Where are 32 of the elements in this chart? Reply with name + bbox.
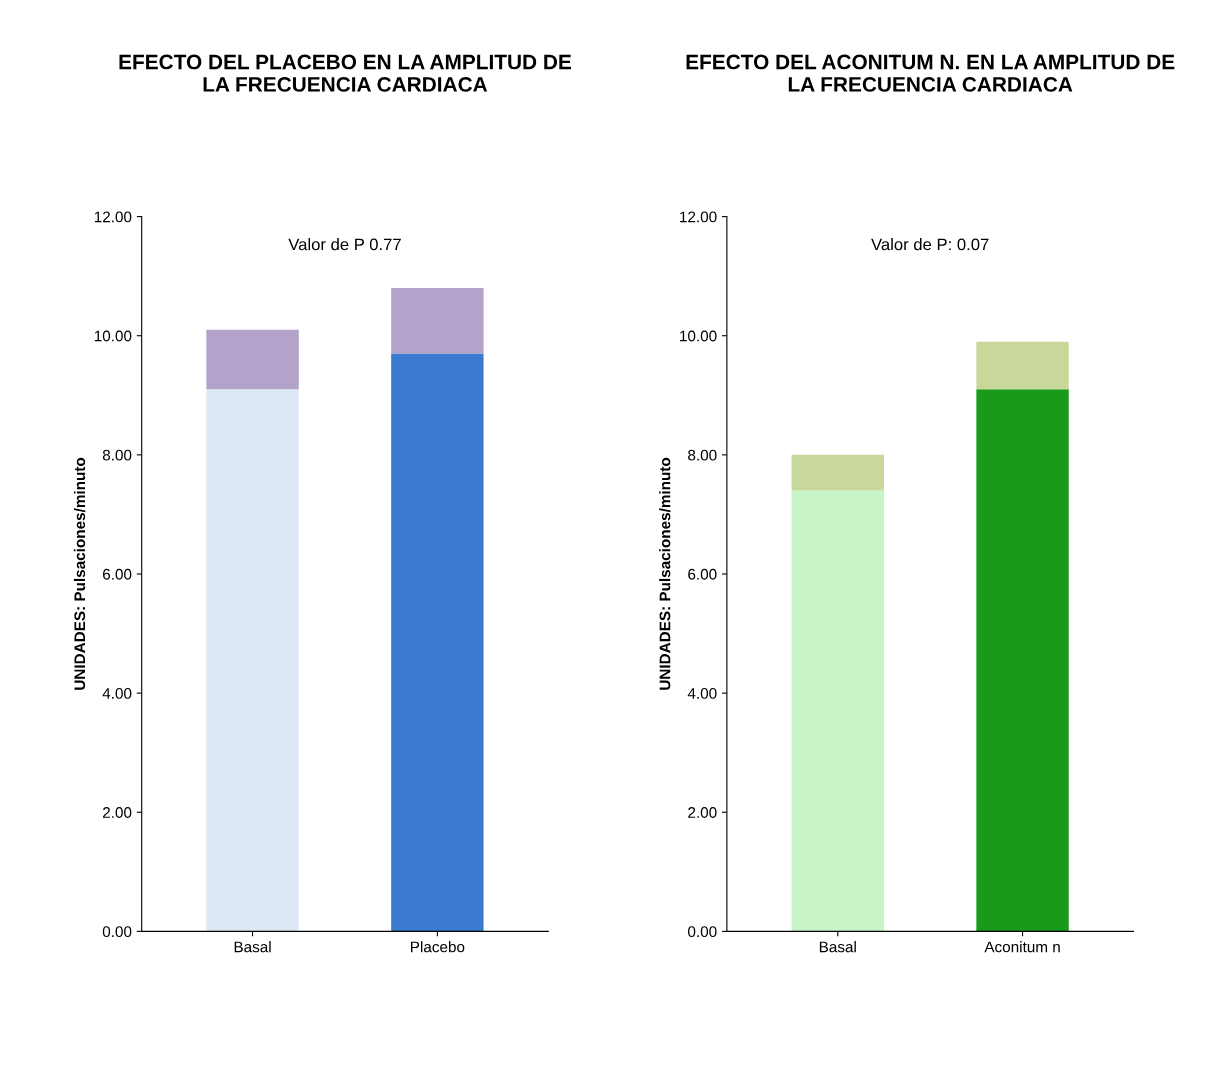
bar xyxy=(791,454,884,491)
y-tick-label: 8.00 xyxy=(688,449,717,461)
y-tick-label: 2.00 xyxy=(102,807,132,818)
bar xyxy=(206,329,299,390)
bar xyxy=(391,288,484,354)
x-tick-label: Placebo xyxy=(411,941,465,953)
y-tick-label: 8.00 xyxy=(102,449,132,461)
y-tick-label: 10.00 xyxy=(680,330,717,342)
bar xyxy=(976,389,1069,932)
bar xyxy=(976,341,1069,390)
y-tick-label: 6.00 xyxy=(103,568,132,580)
x-tick-label: Basal xyxy=(234,941,271,953)
annotation: Valor de P 0.77 xyxy=(288,238,401,251)
y-tick-label: 6.00 xyxy=(688,568,717,580)
y-tick-label: 12.00 xyxy=(680,211,717,223)
y-axis-title: UNIDADES: Pulsaciones/minuto xyxy=(73,457,86,690)
y-tick-label: 4.00 xyxy=(687,687,717,699)
y-axis-title: UNIDADES: Pulsaciones/minuto xyxy=(659,457,671,690)
y-tick-label: 0.00 xyxy=(688,926,717,938)
y-tick-label: 12.00 xyxy=(94,211,132,223)
x-tick-label: Basal xyxy=(819,941,856,953)
y-tick-label: 0.00 xyxy=(102,926,132,938)
annotation: Valor de P: 0.07 xyxy=(871,238,989,251)
chart-title: EFECTO DEL PLACEBO EN LA AMPLITUD DE LA FRECUENCIA CARDIACA xyxy=(119,54,572,92)
x-tick-label: Aconitum n xyxy=(984,941,1060,953)
y-tick-label: 4.00 xyxy=(102,687,132,699)
bar xyxy=(206,389,299,932)
bar xyxy=(791,490,884,932)
bar xyxy=(391,353,484,932)
y-tick-label: 10.00 xyxy=(94,330,132,342)
chart-title: EFECTO DEL ACONITUM N. EN LA AMPLITUD DE LA FRECUENCIA CARDIACA xyxy=(686,54,1175,92)
y-tick-label: 2.00 xyxy=(688,807,717,818)
